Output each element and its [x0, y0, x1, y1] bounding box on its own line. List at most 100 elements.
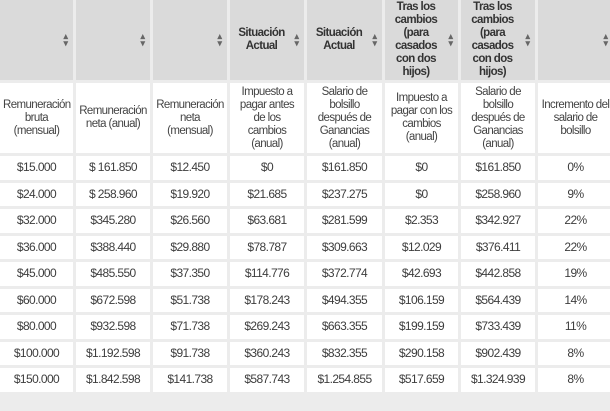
table-cell: 22% — [538, 209, 610, 233]
table-cell: 0% — [538, 156, 610, 180]
table-cell: $258.960 — [461, 182, 535, 206]
table-cell: $494.355 — [307, 288, 382, 312]
column-header: Incremento del salario de bolsillo — [538, 83, 610, 153]
table-cell: 19% — [538, 262, 610, 286]
table-cell: $32.000 — [0, 209, 73, 233]
table-cell: $663.355 — [307, 315, 382, 339]
table-cell: $141.738 — [153, 368, 227, 392]
sort-updown-icon[interactable]: ▴ ▾ — [525, 31, 530, 48]
table-cell: $388.440 — [76, 235, 150, 259]
table-cell: $372.774 — [307, 262, 382, 286]
column-header: Remuneración neta (mensual) — [153, 83, 227, 153]
table-cell: $37.350 — [153, 262, 227, 286]
table-cell: $376.411 — [461, 235, 535, 259]
table-cell: $ 258.960 — [76, 182, 150, 206]
table-cell: $269.243 — [230, 315, 304, 339]
table-cell: $114.776 — [230, 262, 304, 286]
group-header-label: Tras los cambios (para casados con dos h… — [394, 1, 438, 78]
column-header-row: Remuneración bruta (mensual) Remuneración… — [0, 83, 610, 153]
group-header-cell[interactable]: ▴ ▾ — [76, 0, 150, 80]
sort-updown-icon[interactable]: ▴ ▾ — [217, 31, 222, 48]
table-cell: $672.598 — [76, 288, 150, 312]
group-header-cell[interactable]: ▴ ▾ — [153, 0, 227, 80]
table-cell: $1.192.598 — [76, 341, 150, 365]
table-cell: $587.743 — [230, 368, 304, 392]
table-cell: $161.850 — [307, 156, 382, 180]
table-cell: $832.355 — [307, 341, 382, 365]
sort-updown-icon[interactable]: ▴ ▾ — [140, 31, 145, 48]
table-cell: $80.000 — [0, 315, 73, 339]
table-cell: $161.850 — [461, 156, 535, 180]
sort-updown-icon[interactable]: ▴ ▾ — [448, 31, 453, 48]
sort-updown-icon[interactable]: ▴ ▾ — [603, 31, 608, 48]
group-header-cell[interactable]: Situación Actual ▴ ▾ — [307, 0, 382, 80]
column-header: Salario de bolsillo después de Ganancias… — [307, 83, 382, 153]
table-cell: $1.254.855 — [307, 368, 382, 392]
table-cell: $485.550 — [76, 262, 150, 286]
sort-updown-icon[interactable]: ▴ ▾ — [372, 31, 377, 48]
table-cell: $12.029 — [385, 235, 458, 259]
table-row: $15.000 $ 161.850 $12.450 $0 $161.850 $0 $161.… — [0, 156, 610, 180]
table-row: $60.000 $672.598 $51.738 $178.243 $494.355 $1… — [0, 288, 610, 312]
table-cell: $345.280 — [76, 209, 150, 233]
table-cell: $2.353 — [385, 209, 458, 233]
table-cell: $309.663 — [307, 235, 382, 259]
table-cell: $19.920 — [153, 182, 227, 206]
table-cell: $0 — [230, 156, 304, 180]
table-row: $45.000 $485.550 $37.350 $114.776 $372.774 $4… — [0, 262, 610, 286]
table-cell: $26.560 — [153, 209, 227, 233]
sort-updown-icon[interactable]: ▴ ▾ — [63, 31, 68, 48]
table-row: $80.000 $932.598 $71.738 $269.243 $663.355 $1… — [0, 315, 610, 339]
group-header-label: Situación Actual — [315, 27, 363, 52]
table-cell: $199.159 — [385, 315, 458, 339]
sort-updown-icon[interactable]: ▴ ▾ — [294, 31, 299, 48]
table-cell: $0 — [385, 182, 458, 206]
group-header-cell[interactable]: ▴ ▾ — [538, 0, 610, 80]
table-cell: $78.787 — [230, 235, 304, 259]
group-header-label: Tras los cambios (para casados con dos h… — [471, 1, 514, 78]
table-cell: $21.685 — [230, 182, 304, 206]
table-cell: 9% — [538, 182, 610, 206]
table-cell: 22% — [538, 235, 610, 259]
group-header-cell[interactable]: ▴ ▾ — [0, 0, 73, 80]
table-cell: $12.450 — [153, 156, 227, 180]
table-cell: $100.000 — [0, 341, 73, 365]
group-header-row: ▴ ▾ ▴ ▾ ▴ ▾ Situación Actual ▴ ▾ Situación Actual… — [0, 0, 610, 80]
table-cell: $63.681 — [230, 209, 304, 233]
table-row: $32.000 $345.280 $26.560 $63.681 $281.599 $2.… — [0, 209, 610, 233]
column-header: Remuneración bruta (mensual) — [0, 83, 73, 153]
table-cell: $15.000 — [0, 156, 73, 180]
table-cell: $42.693 — [385, 262, 458, 286]
column-header: Remuneración neta (anual) — [76, 83, 150, 153]
table-row: $100.000 $1.192.598 $91.738 $360.243 $832.35… — [0, 341, 610, 365]
table-cell: $51.738 — [153, 288, 227, 312]
table-row: $24.000 $ 258.960 $19.920 $21.685 $237.275 $0… — [0, 182, 610, 206]
group-header-label: Situación Actual — [238, 27, 285, 52]
table-cell: $517.659 — [385, 368, 458, 392]
table-cell: $106.159 — [385, 288, 458, 312]
table-cell: $902.439 — [461, 341, 535, 365]
table-cell: $36.000 — [0, 235, 73, 259]
group-header-cell[interactable]: Tras los cambios (para casados con dos h… — [461, 0, 535, 80]
table-cell: $1.324.939 — [461, 368, 535, 392]
table-cell: $1.842.598 — [76, 368, 150, 392]
column-header: Impuesto a pagar antes de los cambios (a… — [230, 83, 304, 153]
salary-table: ▴ ▾ ▴ ▾ ▴ ▾ Situación Actual ▴ ▾ Situación Actual… — [0, 0, 610, 392]
table-cell: $29.880 — [153, 235, 227, 259]
group-header-cell[interactable]: Tras los cambios (para casados con dos h… — [385, 0, 458, 80]
table-cell: 11% — [538, 315, 610, 339]
table-cell: $733.439 — [461, 315, 535, 339]
group-header-cell[interactable]: Situación Actual ▴ ▾ — [230, 0, 304, 80]
table-cell: $ 161.850 — [76, 156, 150, 180]
table-cell: $0 — [385, 156, 458, 180]
table-cell: $60.000 — [0, 288, 73, 312]
table-cell: $932.598 — [76, 315, 150, 339]
table-cell: $237.275 — [307, 182, 382, 206]
table-cell: 8% — [538, 368, 610, 392]
table-cell: $24.000 — [0, 182, 73, 206]
table-row: $36.000 $388.440 $29.880 $78.787 $309.663 $12… — [0, 235, 610, 259]
column-header: Impuesto a pagar con los cambios (anual) — [385, 83, 458, 153]
table-body: $15.000 $ 161.850 $12.450 $0 $161.850 $0 $161.… — [0, 156, 610, 392]
table-cell: $290.158 — [385, 341, 458, 365]
table-cell: 8% — [538, 341, 610, 365]
